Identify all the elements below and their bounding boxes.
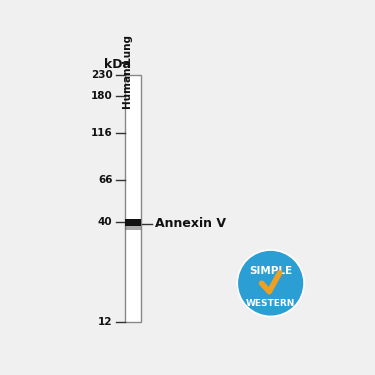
Circle shape [237,250,304,316]
Text: 230: 230 [91,70,112,80]
Text: SIMPLE: SIMPLE [249,266,292,276]
Text: 66: 66 [98,175,112,184]
Bar [124,219,141,226]
Text: Annexin V: Annexin V [155,217,226,230]
Text: kDa: kDa [104,58,131,71]
Bar [124,75,141,322]
Text: 180: 180 [91,91,112,101]
Bar [124,226,141,230]
Text: 12: 12 [98,317,112,327]
Text: 40: 40 [98,216,112,226]
Text: WESTERN: WESTERN [246,298,296,307]
Text: Human Lung: Human Lung [123,35,133,110]
Text: 116: 116 [91,128,112,138]
